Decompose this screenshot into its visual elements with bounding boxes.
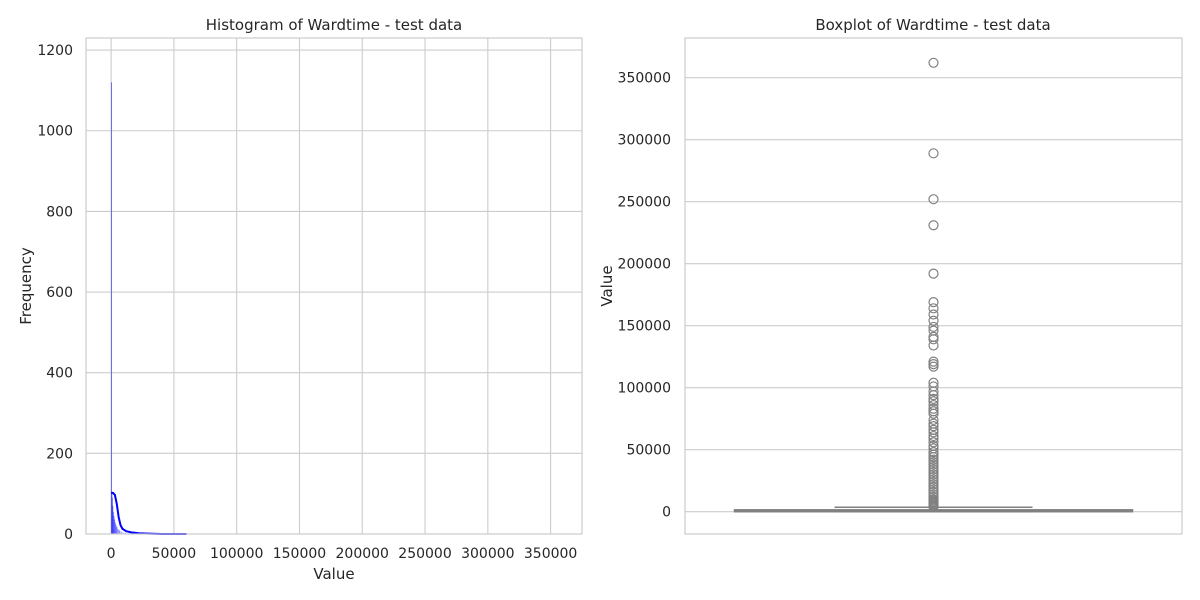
histogram-y-tick-label: 800: [46, 204, 73, 220]
histogram-x-tick-label: 350000: [524, 546, 577, 562]
boxplot-y-tick-labels: 0 50000 100000 150000 200000 250000 300000 3500…: [618, 71, 671, 521]
boxplot-outlier: [928, 481, 939, 492]
boxplot-y-tick-label: 0: [662, 505, 671, 521]
boxplot-y-tick-label: 250000: [618, 195, 671, 211]
histogram-y-tick-label: 0: [64, 527, 73, 543]
histogram-kde-line: [111, 491, 187, 535]
histogram-y-tick-label: 1200: [37, 43, 73, 59]
histogram-x-axis-label: Value: [313, 565, 354, 583]
histogram-y-tick-label: 200: [46, 446, 73, 462]
boxplot-outlier: [928, 334, 939, 345]
boxplot-outlier: [928, 403, 939, 414]
boxplot-outlier: [928, 437, 939, 448]
histogram-bar: [114, 522, 116, 534]
histogram-frame: [85, 37, 583, 535]
boxplot-outlier: [928, 469, 939, 480]
boxplot-y-tick-label: 350000: [618, 71, 671, 87]
boxplot-panel: 0 50000 100000 150000 200000 250000 300000 3500…: [598, 16, 1183, 535]
histogram-bar: [120, 531, 122, 534]
boxplot-outlier: [928, 464, 939, 475]
histogram-y-axis-label: Frequency: [17, 247, 35, 325]
boxplot-outlier: [928, 479, 939, 490]
boxplot-outlier: [928, 359, 939, 370]
boxplot-outlier: [928, 408, 939, 419]
boxplot-outlier: [928, 386, 939, 397]
histogram-bar: [111, 82, 113, 534]
histogram-grid: [86, 38, 582, 535]
boxplot-outlier: [928, 433, 939, 444]
histogram-bar: [112, 505, 114, 534]
boxplot-outliers: [928, 57, 939, 512]
boxplot-outlier: [928, 452, 939, 463]
boxplot-outlier: [928, 449, 939, 460]
boxplot-y-tick-label: 200000: [618, 257, 671, 273]
histogram-y-tick-label: 1000: [37, 124, 73, 140]
boxplot-y-tick-label: 150000: [618, 319, 671, 335]
boxplot-outlier: [928, 356, 939, 367]
boxplot-outlier: [928, 447, 939, 458]
histogram-x-tick-label: 150000: [273, 546, 326, 562]
boxplot-outlier: [928, 321, 939, 333]
boxplot-y-tick-label: 50000: [626, 443, 671, 459]
boxplot-outlier: [928, 474, 939, 485]
boxplot-outlier: [928, 393, 939, 404]
histogram-x-tick-labels: 0 50000 100000 150000 200000 250000 300000 3500…: [107, 546, 578, 562]
boxplot-outlier: [928, 484, 939, 495]
boxplot-outlier: [928, 427, 939, 438]
boxplot-outlier: [928, 421, 939, 432]
histogram-bar: [118, 530, 120, 534]
boxplot-outlier: [928, 297, 939, 308]
histogram-x-tick-label: 0: [107, 546, 116, 562]
boxplot-outlier: [928, 414, 939, 426]
histogram-bar: [115, 525, 117, 534]
histogram-bar: [116, 527, 118, 534]
boxplot-outlier: [928, 390, 939, 401]
histogram-bar: [111, 497, 113, 534]
boxplot-outlier: [928, 309, 939, 320]
boxplot-outlier: [928, 456, 939, 468]
boxplot-frame: [684, 37, 1183, 535]
histogram-x-tick-label: 250000: [398, 546, 451, 562]
boxplot-outlier: [928, 315, 939, 326]
boxplot-outlier: [928, 454, 939, 465]
histogram-title: Histogram of Wardtime - test data: [206, 16, 463, 34]
boxplot-outlier: [928, 466, 939, 478]
histogram-bar: [112, 511, 114, 534]
boxplot-y-tick-label: 100000: [618, 381, 671, 397]
histogram-panel: 0 50000 100000 150000 200000 250000 300000 3500…: [17, 16, 583, 583]
histogram-x-tick-label: 300000: [461, 546, 514, 562]
boxplot-outlier: [928, 471, 939, 483]
histogram-y-tick-label: 400: [46, 366, 73, 382]
boxplot-outlier: [928, 303, 939, 314]
boxplot-title: Boxplot of Wardtime - test data: [815, 16, 1050, 34]
boxplot-outlier: [928, 268, 939, 279]
boxplot-outlier: [928, 501, 939, 512]
boxplot-outlier: [928, 461, 939, 473]
boxplot-outlier: [928, 361, 939, 372]
boxplot-outlier: [928, 476, 939, 488]
histogram-bar: [124, 532, 126, 534]
histogram-bar: [117, 529, 119, 534]
boxplot-outlier: [928, 340, 939, 351]
boxplot-y-axis-label: Value: [598, 265, 616, 306]
boxplot-outlier: [928, 148, 939, 159]
histogram-y-tick-label: 600: [46, 285, 73, 301]
histogram-y-tick-labels: 0 200 400 600 800 1000 1200: [37, 43, 73, 543]
boxplot-y-tick-label: 300000: [618, 133, 671, 149]
boxplot-outlier: [928, 220, 939, 231]
histogram-bar: [122, 532, 124, 534]
boxplot-outlier: [928, 57, 939, 68]
boxplot-outlier: [928, 430, 939, 442]
boxplot-outlier: [928, 396, 939, 407]
boxplot-outlier: [928, 194, 939, 205]
histogram-x-tick-label: 200000: [336, 546, 389, 562]
boxplot-outlier: [928, 459, 939, 470]
histogram-bar: [113, 515, 115, 534]
histogram-bars: [111, 82, 135, 534]
histogram-x-tick-label: 50000: [152, 546, 197, 562]
histogram-bar: [114, 519, 116, 534]
histogram-x-tick-label: 100000: [210, 546, 263, 562]
